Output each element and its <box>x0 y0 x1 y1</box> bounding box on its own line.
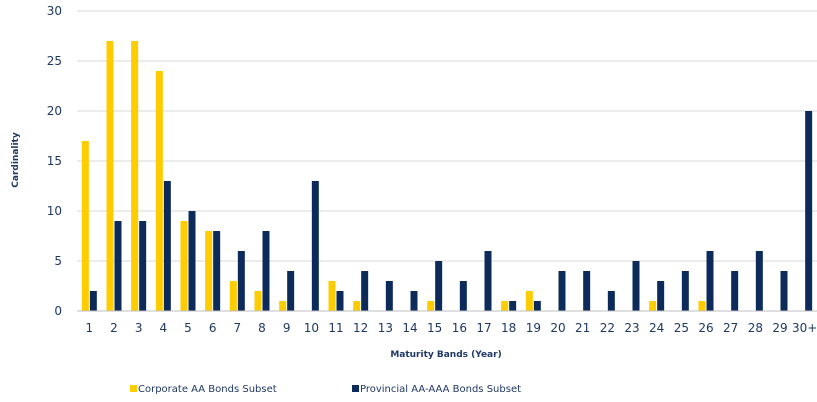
x-tick-label: 19 <box>526 321 541 335</box>
x-tick-label: 25 <box>674 321 689 335</box>
bar-provincial-25 <box>681 271 689 311</box>
bar-corporate-4 <box>155 71 163 311</box>
bar-corporate-8 <box>254 291 262 311</box>
bar-provincial-17 <box>484 251 492 311</box>
x-tick-label: 13 <box>378 321 393 335</box>
bar-corporate-5 <box>180 221 188 311</box>
x-tick-label: 7 <box>234 321 242 335</box>
x-tick-label: 14 <box>402 321 417 335</box>
x-tick-label: 26 <box>698 321 713 335</box>
bar-corporate-11 <box>328 281 336 311</box>
y-tick-label: 25 <box>47 54 62 68</box>
bar-provincial-20 <box>558 271 566 311</box>
bar-provincial-4 <box>163 181 171 311</box>
x-tick-label: 17 <box>476 321 491 335</box>
x-tick-label: 15 <box>427 321 442 335</box>
x-tick-label: 5 <box>184 321 192 335</box>
bar-provincial-2 <box>114 221 122 311</box>
y-tick-label: 15 <box>47 154 62 168</box>
x-tick-label: 6 <box>209 321 217 335</box>
bar-provincial-22 <box>607 291 615 311</box>
x-tick-label: 2 <box>110 321 118 335</box>
bar-corporate-3 <box>131 41 139 311</box>
bar-corporate-19 <box>525 291 533 311</box>
x-tick-label: 29 <box>772 321 787 335</box>
bar-provincial-30+ <box>805 111 813 311</box>
x-tick-label: 3 <box>135 321 143 335</box>
bar-corporate-24 <box>649 301 657 311</box>
y-axis-title: Cardinality <box>11 132 21 188</box>
bar-corporate-1 <box>81 141 89 311</box>
bar-provincial-24 <box>657 281 665 311</box>
bar-provincial-16 <box>459 281 467 311</box>
bar-provincial-28 <box>755 251 763 311</box>
bar-provincial-5 <box>188 211 196 311</box>
bar-corporate-2 <box>106 41 114 311</box>
x-tick-label: 27 <box>723 321 738 335</box>
x-axis-ticks: 1 2 3 4 5 6 7 8 9 10 11 12 13 14 15 16 17 18 19 20 21 22 23 24 2… <box>86 321 817 335</box>
y-tick-label: 0 <box>54 304 62 318</box>
bar-corporate-12 <box>353 301 361 311</box>
legend-swatch-corporate <box>130 385 137 392</box>
bar-provincial-18 <box>509 301 517 311</box>
bar-series <box>81 41 813 311</box>
x-tick-label: 28 <box>748 321 763 335</box>
bar-provincial-14 <box>410 291 418 311</box>
x-tick-label: 21 <box>575 321 590 335</box>
bar-corporate-6 <box>205 231 213 311</box>
y-tick-label: 30 <box>47 4 62 18</box>
y-tick-label: 20 <box>47 104 62 118</box>
bar-provincial-10 <box>311 181 319 311</box>
bar-corporate-9 <box>279 301 287 311</box>
gridlines <box>77 10 817 262</box>
bar-provincial-21 <box>583 271 591 311</box>
bar-provincial-1 <box>89 291 97 311</box>
y-axis-ticks: 0 5 10 15 20 25 30 <box>47 4 62 318</box>
legend-label-corporate: Corporate AA Bonds Subset <box>138 384 277 395</box>
x-axis-title: Maturity Bands (Year) <box>390 350 501 360</box>
x-tick-label: 10 <box>304 321 319 335</box>
bar-provincial-26 <box>706 251 714 311</box>
bar-provincial-27 <box>731 271 739 311</box>
x-tick-label: 9 <box>283 321 291 335</box>
bar-provincial-9 <box>287 271 295 311</box>
x-tick-label: 24 <box>649 321 664 335</box>
bar-provincial-15 <box>435 261 443 311</box>
bar-provincial-13 <box>385 281 393 311</box>
bar-provincial-23 <box>632 261 640 311</box>
bar-provincial-8 <box>262 231 270 311</box>
x-tick-label: 8 <box>258 321 266 335</box>
bar-corporate-7 <box>229 281 237 311</box>
x-tick-label: 16 <box>452 321 467 335</box>
x-tick-label: 23 <box>624 321 639 335</box>
bar-provincial-11 <box>336 291 344 311</box>
legend-swatch-provincial <box>352 385 359 392</box>
x-tick-label: 20 <box>550 321 565 335</box>
bar-provincial-12 <box>361 271 369 311</box>
bar-provincial-7 <box>237 251 245 311</box>
bar-corporate-15 <box>427 301 435 311</box>
x-tick-label: 4 <box>160 321 168 335</box>
x-tick-label: 12 <box>353 321 368 335</box>
bar-provincial-6 <box>213 231 221 311</box>
x-tick-label: 22 <box>600 321 615 335</box>
legend: Corporate AA Bonds Subset Provincial AA-… <box>130 384 521 395</box>
x-tick-label: 30+ <box>792 321 817 335</box>
y-tick-label: 10 <box>47 204 62 218</box>
bar-provincial-3 <box>139 221 147 311</box>
x-tick-label: 1 <box>86 321 94 335</box>
legend-label-provincial: Provincial AA-AAA Bonds Subset <box>360 384 521 395</box>
bar-provincial-29 <box>780 271 788 311</box>
bar-corporate-26 <box>698 301 706 311</box>
bar-provincial-19 <box>533 301 541 311</box>
x-tick-label: 18 <box>501 321 516 335</box>
x-tick-label: 11 <box>328 321 343 335</box>
y-tick-label: 5 <box>54 254 62 268</box>
bar-corporate-18 <box>501 301 509 311</box>
